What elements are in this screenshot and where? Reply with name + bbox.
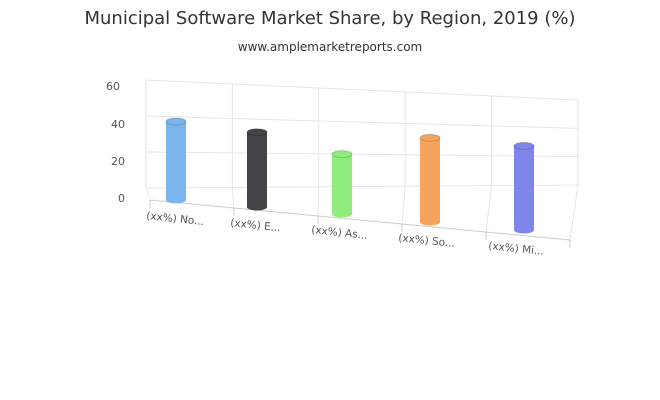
y-tick-label: 0 [118, 192, 125, 205]
bar-4[interactable] [419, 133, 441, 226]
grid-line [145, 151, 579, 158]
floor-line [145, 187, 151, 201]
bar-body [247, 132, 267, 211]
x-tick-label: (xx%) So... [398, 232, 456, 250]
bars [165, 117, 535, 234]
x-axis: (xx%) No... (xx%) E... (xx%) As... (xx%)… [146, 210, 545, 258]
y-tick-label: 40 [111, 118, 125, 131]
bar-top [246, 128, 268, 137]
floor-line [317, 186, 320, 217]
grid [145, 79, 579, 248]
grid-line [145, 184, 579, 189]
bar-5[interactable] [513, 141, 535, 234]
bar-top [165, 117, 187, 126]
floor-line [569, 184, 579, 241]
grid-line [145, 115, 579, 129]
floor-line [401, 186, 406, 225]
bar-body [332, 154, 352, 218]
y-tick-label: 60 [106, 80, 120, 93]
chart-subtitle: www.amplemarketreports.com [237, 40, 423, 54]
x-axis-line [149, 199, 571, 241]
y-axis: 0 20 40 60 [106, 80, 125, 205]
bar-top [419, 133, 441, 142]
x-tick-label: (xx%) No... [146, 210, 205, 228]
bar-body [166, 121, 186, 204]
x-tick-label: (xx%) E... [230, 217, 282, 234]
x-tick-label: (xx%) Mi... [488, 240, 545, 258]
bar-1[interactable] [165, 117, 187, 204]
grid-line [145, 79, 579, 101]
floor-line [231, 187, 235, 209]
x-tick-label: (xx%) As... [311, 224, 369, 242]
bar-top [513, 141, 535, 150]
bar-top [331, 150, 353, 159]
bar-2[interactable] [246, 128, 268, 211]
bar-body [420, 137, 440, 226]
y-tick-label: 20 [111, 155, 125, 168]
bar-body [514, 145, 534, 234]
chart-title: Municipal Software Market Share, by Regi… [84, 8, 576, 29]
bar-3[interactable] [331, 150, 353, 218]
floor-line [485, 185, 493, 233]
